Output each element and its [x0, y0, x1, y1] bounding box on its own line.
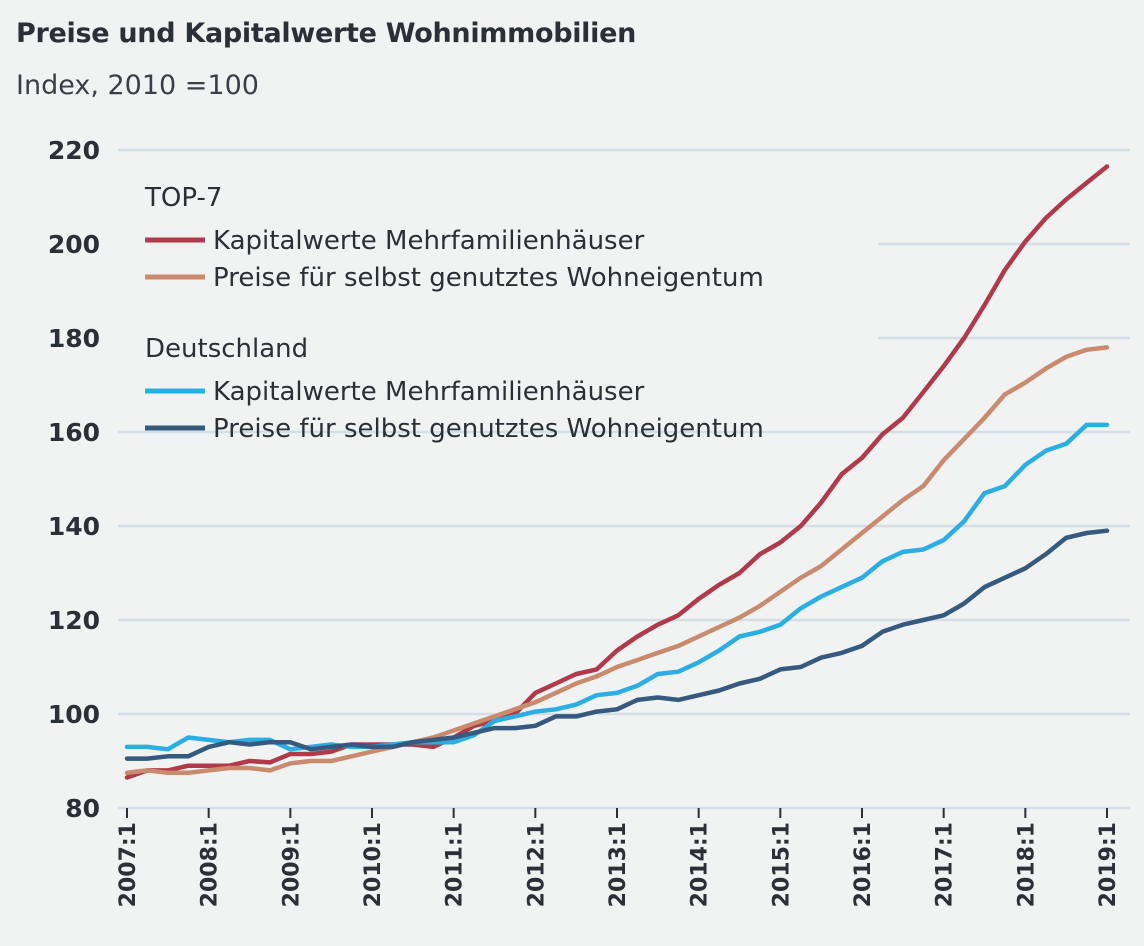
- x-tick-label: 2011:1: [443, 822, 468, 907]
- chart-subtitle: Index, 2010 =100: [16, 70, 259, 101]
- series-line-1: [124, 164, 1110, 780]
- y-tick-label: 160: [48, 418, 100, 447]
- x-tick-label: 2016:1: [851, 822, 876, 907]
- legend-group-label: Deutschland: [145, 334, 308, 364]
- legend-label: Kapitalwerte Mehrfamilienhäuser: [213, 226, 645, 256]
- chart-title: Preise und Kapitalwerte Wohnimmobilien: [16, 18, 637, 49]
- x-tick-label: 2007:1: [116, 822, 141, 907]
- x-tick-label: 2013:1: [606, 822, 631, 907]
- legend-box: [118, 170, 878, 425]
- y-tick-label: 120: [48, 606, 100, 635]
- x-tick-label: 2018:1: [1014, 822, 1039, 907]
- y-tick-label: 140: [48, 512, 100, 541]
- series-line-3: [124, 422, 1110, 752]
- x-tick-label: 2017:1: [933, 822, 958, 907]
- y-tick-label: 100: [48, 700, 100, 729]
- series-line-2: [124, 345, 1110, 776]
- legend-label: Kapitalwerte Mehrfamilienhäuser: [213, 377, 645, 407]
- x-tick-label: 2014:1: [688, 822, 713, 907]
- x-tick-label: 2009:1: [279, 822, 304, 907]
- legend-label: Preise für selbst genutztes Wohneigentum: [213, 263, 764, 293]
- y-tick-label: 200: [48, 230, 100, 259]
- y-tick-label: 80: [65, 794, 100, 823]
- legend-group-label: TOP-7: [144, 183, 222, 213]
- legend-label: Preise für selbst genutztes Wohneigentum: [213, 414, 764, 444]
- x-tick-label: 2019:1: [1096, 822, 1121, 907]
- x-tick-label: 2008:1: [198, 822, 223, 907]
- y-tick-label: 180: [48, 324, 100, 353]
- y-tick-label: 220: [48, 136, 100, 165]
- x-tick-label: 2015:1: [769, 822, 794, 907]
- x-tick-label: 2012:1: [524, 822, 549, 907]
- x-tick-label: 2010:1: [361, 822, 386, 907]
- series-line-4: [124, 528, 1110, 761]
